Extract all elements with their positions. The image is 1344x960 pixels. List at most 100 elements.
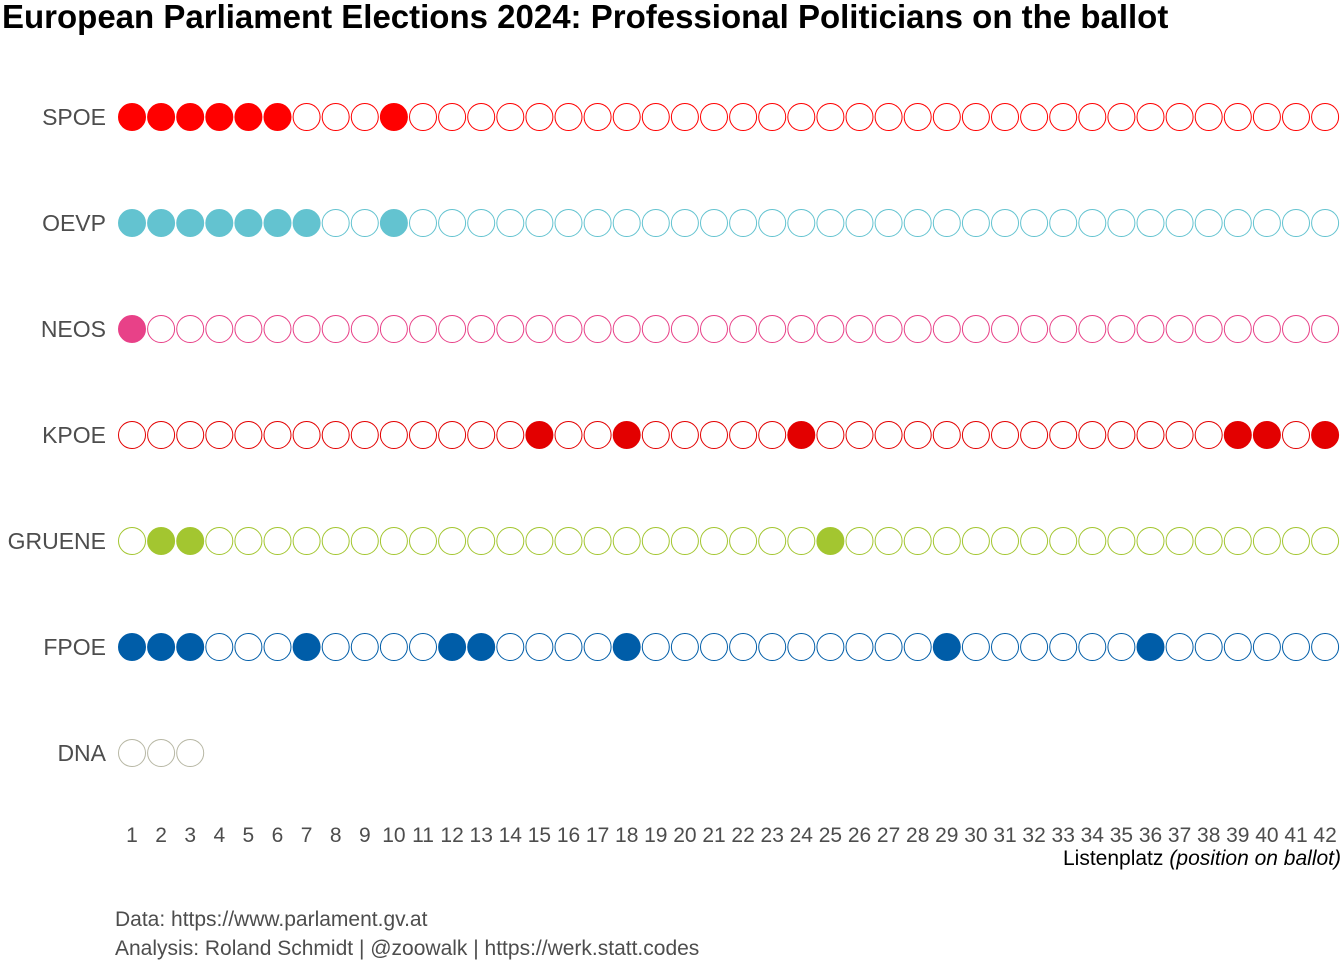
ballot-dot [1194,103,1223,131]
ballot-dot [467,315,496,343]
ballot-dot [903,103,932,131]
ballot-dot [409,421,437,449]
ballot-dot [525,315,554,343]
ballot-dot [321,421,350,449]
party-label: OEVP [42,210,106,236]
ballot-dot-professional [292,209,321,237]
ballot-dot [1252,633,1281,661]
x-tick-label: 19 [644,824,667,847]
x-tick-label: 35 [1110,824,1133,847]
ballot-dot [612,103,641,131]
ballot-dot [467,209,496,237]
ballot-dot [1165,315,1194,343]
ballot-dot [1136,527,1165,555]
ballot-dot [438,209,467,237]
ballot-dot [670,633,699,661]
ballot-dot [1020,209,1049,237]
ballot-dot [670,209,699,237]
ballot-dot [641,421,670,449]
ballot-dot [1311,103,1340,131]
party-label: DNA [57,740,106,766]
ballot-dot [1311,209,1340,237]
ballot-dot [205,527,234,555]
ballot-dot-professional [379,103,408,131]
ballot-dot [525,527,554,555]
ballot-dot [1020,527,1049,555]
ballot-dot [234,315,263,343]
ballot-dot [467,421,496,449]
ballot-dot [961,315,990,343]
ballot-dot-professional [147,633,176,661]
x-tick-label: 36 [1139,824,1162,847]
ballot-dot [205,315,234,343]
x-tick-label: 40 [1255,824,1278,847]
party-label: GRUENE [8,528,106,554]
ballot-dot [379,527,408,555]
ballot-dot [438,103,467,131]
ballot-dot [496,633,525,661]
ballot-dot [787,633,816,661]
ballot-dot [1049,209,1078,237]
ballot-dot [991,315,1019,343]
ballot-dot-professional [118,633,146,661]
ballot-dot [961,421,990,449]
x-tick-label: 12 [440,824,463,847]
ballot-dot-professional [147,103,176,131]
ballot-dot [1107,633,1136,661]
ballot-dot-professional [118,209,146,237]
ballot-dot [554,527,583,555]
ballot-dot [816,209,845,237]
ballot-dot [991,421,1019,449]
ballot-dot [1078,527,1107,555]
ballot-dot-professional [379,209,408,237]
ballot-dot [496,315,525,343]
ballot-dot [1107,527,1136,555]
ballot-dot [1311,315,1340,343]
ballot-dot [321,633,350,661]
ballot-dot [991,209,1019,237]
ballot-dot [845,633,874,661]
ballot-dot [845,527,874,555]
ballot-dot [118,739,146,767]
ballot-dot [350,103,379,131]
ballot-dot [758,315,787,343]
ballot-dot [700,315,728,343]
ballot-dot-professional [932,633,961,661]
x-tick-label: 41 [1284,824,1307,847]
x-tick-label: 42 [1313,824,1336,847]
ballot-dot [729,527,758,555]
x-axis-title-main: Listenplatz [1063,847,1163,870]
caption-analysis: Analysis: Roland Schmidt | @zoowalk | ht… [115,937,699,960]
x-tick-label: 26 [848,824,871,847]
ballot-dot [874,315,903,343]
ballot-dot-professional [176,209,205,237]
ballot-dot [263,421,292,449]
ballot-dot [350,633,379,661]
ballot-dot-professional [1311,421,1340,449]
ballot-dot [350,209,379,237]
ballot-dot [700,527,728,555]
ballot-dot [205,421,234,449]
ballot-dot [1136,103,1165,131]
ballot-dot [525,633,554,661]
x-tick-label: 10 [382,824,405,847]
ballot-dot-professional [292,633,321,661]
ballot-dot-professional [1136,633,1165,661]
x-tick-label: 38 [1197,824,1220,847]
ballot-dot [1020,421,1049,449]
party-rows: SPOE OEVP NEOS KPOE GRUENE FPOE DNA [8,103,1340,767]
ballot-dot [903,421,932,449]
ballot-dot-professional [438,633,467,661]
ballot-dot [1136,209,1165,237]
ballot-dot [583,315,612,343]
ballot-dot [729,209,758,237]
ballot-dot [961,103,990,131]
ballot-dot [845,209,874,237]
party-label: NEOS [41,316,106,342]
x-tick-label: 27 [877,824,900,847]
ballot-dot [758,103,787,131]
x-tick-label: 34 [1081,824,1105,847]
ballot-dot [932,421,961,449]
ballot-dot [816,103,845,131]
ballot-dot [554,421,583,449]
